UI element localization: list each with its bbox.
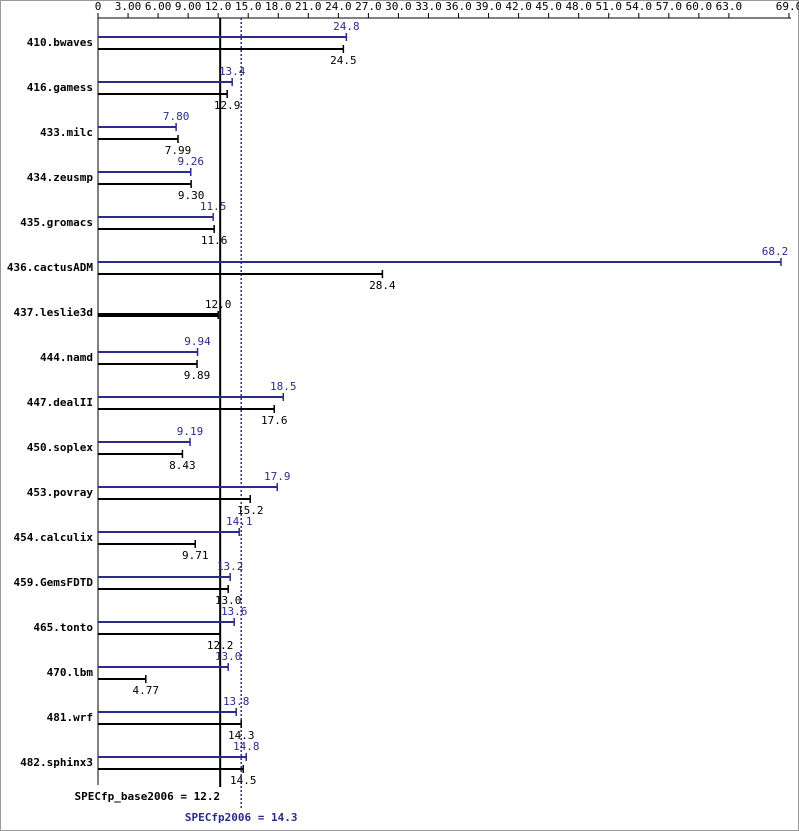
value-label: 7.80: [163, 110, 190, 123]
value-label: 13.2: [217, 560, 244, 573]
x-tick-label: 69.0: [776, 0, 799, 13]
category-label: 410.bwaves: [27, 36, 93, 49]
category-label: 416.gamess: [27, 81, 93, 94]
value-label: 15.2: [237, 504, 264, 517]
reference-label: SPECfp2006 = 14.3: [185, 811, 298, 824]
x-tick-label: 57.0: [656, 0, 683, 13]
x-tick-label: 12.0: [205, 0, 232, 13]
value-label: 17.9: [264, 470, 291, 483]
value-label: 14.8: [233, 740, 260, 753]
value-label: 13.4: [219, 65, 246, 78]
x-tick-label: 27.0: [355, 0, 382, 13]
value-label: 9.71: [182, 549, 209, 562]
x-tick-label: 30.0: [385, 0, 412, 13]
value-label: 28.4: [369, 279, 396, 292]
value-label: 12.2: [207, 639, 234, 652]
value-label: 4.77: [133, 684, 160, 697]
value-label: 11.5: [200, 200, 227, 213]
x-tick-label: 51.0: [595, 0, 622, 13]
category-label: 433.milc: [40, 126, 93, 139]
value-label: 9.19: [177, 425, 204, 438]
reference-label: SPECfp_base2006 = 12.2: [74, 790, 220, 803]
category-label: 444.namd: [40, 351, 93, 364]
value-label: 9.26: [177, 155, 204, 168]
value-label: 13.0: [215, 594, 242, 607]
x-tick-label: 33.0: [415, 0, 442, 13]
category-label: 454.calculix: [14, 531, 94, 544]
category-label: 470.lbm: [47, 666, 94, 679]
category-label: 436.cactusADM: [7, 261, 93, 274]
value-label: 11.6: [201, 234, 228, 247]
value-label: 9.30: [178, 189, 205, 202]
x-tick-label: 45.0: [535, 0, 562, 13]
category-label: 465.tonto: [33, 621, 93, 634]
x-tick-label: 6.00: [145, 0, 172, 13]
x-tick-label: 42.0: [505, 0, 532, 13]
value-label: 14.3: [228, 729, 255, 742]
category-label: 437.leslie3d: [14, 306, 93, 319]
value-label: 24.8: [333, 20, 360, 33]
value-label: 18.5: [270, 380, 297, 393]
value-label: 13.8: [223, 695, 250, 708]
x-tick-label: 48.0: [565, 0, 592, 13]
category-label: 482.sphinx3: [20, 756, 93, 769]
value-label: 12.9: [214, 99, 241, 112]
x-tick-label: 54.0: [626, 0, 653, 13]
x-tick-label: 3.00: [115, 0, 142, 13]
category-label: 481.wrf: [47, 711, 93, 724]
category-label: 434.zeusmp: [27, 171, 94, 184]
x-tick-label: 0: [95, 0, 102, 13]
value-label: 7.99: [165, 144, 192, 157]
x-tick-label: 39.0: [475, 0, 502, 13]
x-tick-label: 63.0: [716, 0, 743, 13]
x-tick-label: 9.00: [175, 0, 202, 13]
x-tick-label: 18.0: [265, 0, 292, 13]
value-label: 9.89: [184, 369, 211, 382]
category-label: 453.povray: [27, 486, 94, 499]
category-label: 435.gromacs: [20, 216, 93, 229]
category-label: 450.soplex: [27, 441, 94, 454]
value-label: 68.2: [762, 245, 789, 258]
x-tick-label: 15.0: [235, 0, 262, 13]
category-label: 447.dealII: [27, 396, 93, 409]
value-label: 8.43: [169, 459, 196, 472]
value-label: 13.6: [221, 605, 248, 618]
value-label: 24.5: [330, 54, 357, 67]
value-label: 17.6: [261, 414, 288, 427]
value-label: 14.1: [226, 515, 253, 528]
x-tick-label: 60.0: [686, 0, 713, 13]
x-tick-label: 36.0: [445, 0, 472, 13]
value-label: 14.5: [230, 774, 257, 787]
value-label: 9.94: [184, 335, 211, 348]
x-tick-label: 21.0: [295, 0, 322, 13]
value-label: 12.0: [205, 298, 232, 311]
value-label: 13.0: [215, 650, 242, 663]
x-tick-label: 24.0: [325, 0, 352, 13]
category-label: 459.GemsFDTD: [14, 576, 94, 589]
